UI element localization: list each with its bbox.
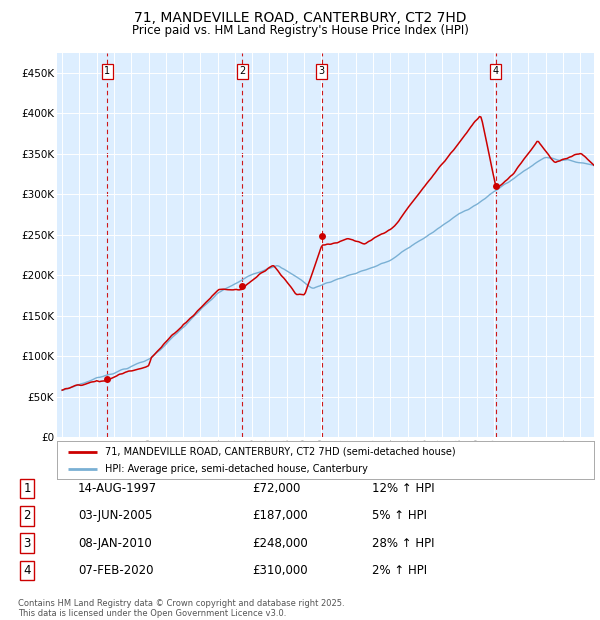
Text: £310,000: £310,000 — [252, 564, 308, 577]
Text: 3: 3 — [23, 537, 31, 549]
Text: £187,000: £187,000 — [252, 510, 308, 522]
Text: Price paid vs. HM Land Registry's House Price Index (HPI): Price paid vs. HM Land Registry's House … — [131, 24, 469, 37]
Text: 5% ↑ HPI: 5% ↑ HPI — [372, 510, 427, 522]
Text: 07-FEB-2020: 07-FEB-2020 — [78, 564, 154, 577]
Text: 2: 2 — [239, 66, 245, 76]
Text: HPI: Average price, semi-detached house, Canterbury: HPI: Average price, semi-detached house,… — [106, 464, 368, 474]
Text: 71, MANDEVILLE ROAD, CANTERBURY, CT2 7HD (semi-detached house): 71, MANDEVILLE ROAD, CANTERBURY, CT2 7HD… — [106, 447, 456, 457]
Text: 12% ↑ HPI: 12% ↑ HPI — [372, 482, 434, 495]
Text: £72,000: £72,000 — [252, 482, 301, 495]
Text: 1: 1 — [23, 482, 31, 495]
Text: 2% ↑ HPI: 2% ↑ HPI — [372, 564, 427, 577]
Text: £248,000: £248,000 — [252, 537, 308, 549]
Text: 03-JUN-2005: 03-JUN-2005 — [78, 510, 152, 522]
Text: Contains HM Land Registry data © Crown copyright and database right 2025.
This d: Contains HM Land Registry data © Crown c… — [18, 599, 344, 618]
Text: 1: 1 — [104, 66, 110, 76]
Text: 08-JAN-2010: 08-JAN-2010 — [78, 537, 152, 549]
Text: 28% ↑ HPI: 28% ↑ HPI — [372, 537, 434, 549]
Text: 4: 4 — [493, 66, 499, 76]
Text: 4: 4 — [23, 564, 31, 577]
Text: 71, MANDEVILLE ROAD, CANTERBURY, CT2 7HD: 71, MANDEVILLE ROAD, CANTERBURY, CT2 7HD — [134, 11, 466, 25]
Text: 14-AUG-1997: 14-AUG-1997 — [78, 482, 157, 495]
Text: 3: 3 — [319, 66, 325, 76]
Text: 2: 2 — [23, 510, 31, 522]
